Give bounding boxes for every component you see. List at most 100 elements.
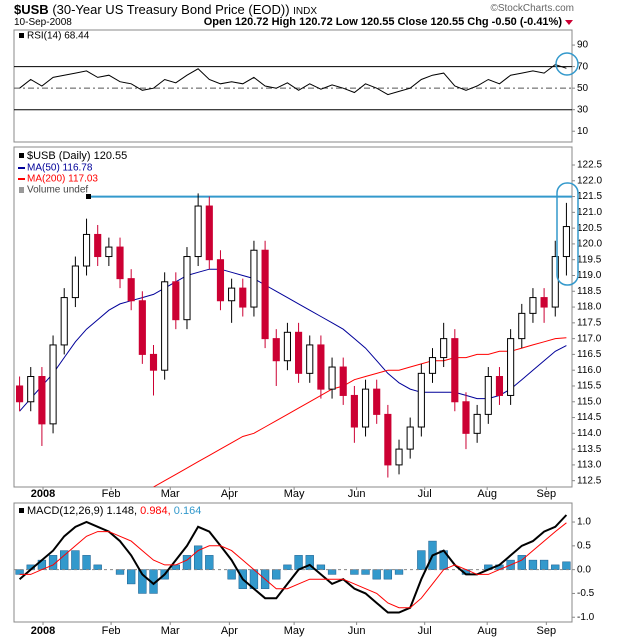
candle-body (161, 281, 169, 371)
candle-body (60, 297, 68, 346)
histogram-bar (71, 550, 80, 570)
candle-body (228, 287, 236, 302)
histogram-bar (394, 569, 404, 575)
histogram-bar (551, 564, 560, 570)
date: 10-Sep-2008 (14, 17, 72, 28)
y-tick-label: 122.0 (577, 175, 602, 186)
candle-body (350, 394, 358, 428)
x-tick-label: Aug (477, 625, 497, 637)
macd-line (18, 514, 568, 614)
legend-icon (19, 187, 24, 193)
candle-body (540, 297, 548, 308)
candle-body (317, 344, 325, 390)
histogram-bar (283, 564, 292, 570)
candle-body (361, 388, 370, 428)
legend-label: 0.164 (174, 505, 202, 517)
candle-body (183, 256, 191, 321)
y-tick-label: 119.0 (577, 270, 602, 281)
y-tick-label: 120.5 (577, 223, 602, 234)
y-tick-label: 30 (577, 104, 589, 115)
candle-body (328, 366, 336, 390)
x-tick-label: Sep (537, 625, 557, 637)
legend-label: MA(200) 117.03 (27, 174, 98, 185)
histogram-bar (316, 564, 326, 570)
y-tick-label: 121.5 (577, 191, 602, 202)
x-tick-label: Feb (102, 625, 121, 637)
candle-body (384, 413, 392, 466)
candle-body (250, 249, 258, 308)
candle-body (16, 385, 24, 403)
y-tick-label: 115.0 (577, 396, 602, 407)
histogram-bar (15, 569, 24, 575)
legend-label: Volume undef (27, 185, 88, 196)
x-tick-label: Sep (537, 488, 557, 500)
candle-body (283, 331, 291, 362)
candle-body (71, 265, 79, 299)
y-tick-label: 113.0 (577, 460, 602, 471)
candle-body (417, 372, 425, 428)
legend-label: MACD(12,26,9) (27, 505, 103, 517)
candle-body (562, 226, 570, 258)
candle-body (239, 287, 247, 308)
highlight-oval (556, 182, 579, 286)
rsi-frame (13, 29, 573, 143)
candle-body (138, 300, 146, 355)
legend-label: 0.984, (140, 505, 171, 517)
histogram-bar (227, 569, 236, 580)
candle-body (440, 338, 448, 359)
y-tick-label: 112.5 (577, 475, 602, 486)
candle-body (27, 376, 35, 403)
histogram-bar (562, 561, 571, 570)
candle-body (94, 233, 102, 258)
y-tick-label: 116.5 (577, 349, 602, 360)
candle-body (406, 426, 414, 450)
candle-body (395, 448, 403, 466)
candle-body (495, 376, 504, 396)
candle-body (82, 233, 91, 267)
y-tick-label: 0.0 (577, 564, 591, 575)
candle-body (261, 249, 269, 340)
header-line: $USB (30-Year US Treasury Bond Price (EO… (14, 2, 317, 17)
histogram-bar (361, 569, 370, 575)
histogram-bar (182, 555, 192, 570)
histogram-bar (205, 555, 214, 570)
moving-average (153, 337, 567, 487)
symbol: $USB (14, 2, 49, 17)
macd-frame (13, 502, 573, 623)
candle-body (507, 338, 515, 396)
y-tick-label: 121.0 (577, 207, 602, 218)
legend-icon (19, 153, 24, 158)
candle-body (295, 331, 303, 374)
panel-title: RSI(14) 68.44 (27, 31, 90, 42)
histogram-bar (383, 569, 393, 580)
x-tick-label: Mar (161, 625, 180, 637)
y-tick-label: 0.5 (577, 540, 591, 551)
y-tick-label: 113.5 (577, 444, 602, 455)
down-arrow (565, 20, 573, 25)
x-tick-label: Apr (221, 488, 238, 500)
x-tick-label: Jul (418, 625, 432, 637)
x-tick-label: Apr (221, 625, 238, 637)
candle-body (205, 205, 213, 261)
y-tick-label: 70 (577, 61, 589, 72)
candle-body (172, 281, 180, 321)
y-tick-label: 116.0 (577, 365, 602, 376)
x-tick-label: 2008 (31, 488, 55, 500)
y-tick-label: 117.0 (577, 333, 602, 344)
histogram-bar (350, 569, 359, 575)
histogram-bar (417, 550, 426, 570)
y-tick-label: -1.0 (577, 612, 595, 623)
y-tick-label: 120.0 (577, 239, 602, 250)
y-tick-label: 118.0 (577, 302, 602, 313)
y-tick-label: 119.5 (577, 254, 602, 265)
x-tick-label: Feb (102, 488, 121, 500)
candle-body (484, 376, 492, 415)
exchange: INDX (293, 6, 318, 17)
x-tick-label: Jun (348, 625, 366, 637)
y-tick-label: 1.0 (577, 517, 591, 528)
legend-icon (19, 508, 24, 513)
histogram-bar (193, 545, 203, 570)
candle-body (529, 297, 537, 314)
